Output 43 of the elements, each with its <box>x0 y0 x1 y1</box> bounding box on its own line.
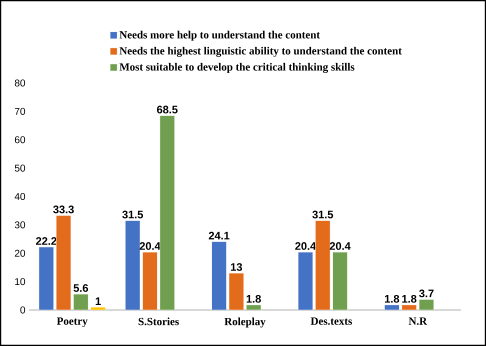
data-label: 1.8 <box>246 294 261 303</box>
data-label: 24.1 <box>208 232 230 240</box>
bar <box>298 252 314 310</box>
y-tick-label: 20 <box>14 250 26 257</box>
y-tick-label: 80 <box>14 79 26 87</box>
y-tick-label: 60 <box>14 136 26 144</box>
bar <box>212 241 227 310</box>
x-tick-label: N.R <box>408 318 428 325</box>
data-label: 1 <box>96 297 101 305</box>
data-label: 68.5 <box>156 106 178 114</box>
data-label: 22.2 <box>36 237 57 245</box>
bar <box>160 115 175 310</box>
data-label: 1.8 <box>402 294 416 303</box>
bar <box>125 220 140 310</box>
x-tick-label: Roleplay <box>224 318 266 328</box>
data-label: 1.8 <box>384 294 400 303</box>
bar <box>73 294 88 310</box>
y-tick-label: 0 <box>20 306 26 314</box>
y-tick-label: 40 <box>14 192 26 200</box>
data-label: 33.3 <box>53 206 74 214</box>
bar <box>56 215 72 310</box>
data-label: 13 <box>230 263 242 271</box>
data-label: 20.4 <box>295 242 316 250</box>
legend-label: Needs the highest linguistic ability to understand the content <box>120 46 402 57</box>
bar <box>228 272 244 310</box>
y-tick-label: 30 <box>14 221 26 228</box>
bar <box>38 246 54 310</box>
y-tick-label: 70 <box>14 108 26 115</box>
bar <box>332 252 348 310</box>
data-label: 3.7 <box>419 290 434 298</box>
bar <box>142 252 158 310</box>
data-label: 31.5 <box>312 210 334 218</box>
bar <box>315 220 330 310</box>
x-tick-label: Des.texts <box>310 318 352 325</box>
data-label: 20.4 <box>140 242 161 250</box>
data-label: 5.6 <box>74 284 88 292</box>
x-tick-label: Poetry <box>56 318 88 328</box>
y-tick-label: 50 <box>14 164 26 172</box>
legend-label: Most suitable to develop the critical thinking skills <box>120 62 354 73</box>
x-tick-label: S.Stories <box>138 318 179 326</box>
y-tick-label: 10 <box>15 278 26 286</box>
data-label: 31.5 <box>122 210 144 218</box>
legend-label: Needs more help to understand the content <box>120 30 320 41</box>
